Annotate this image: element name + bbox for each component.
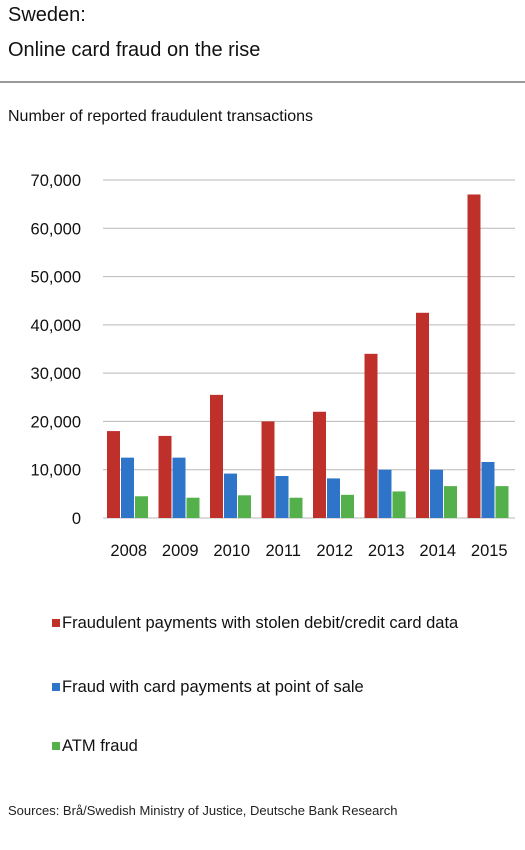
bar-fraudulent-2010	[210, 394, 223, 518]
y-tick-label: 50,000	[31, 269, 81, 287]
x-tick-label: 2008	[110, 542, 147, 560]
y-tick-label: 70,000	[31, 172, 81, 190]
bar-atm-2013	[392, 491, 406, 518]
chart-title-line-2: Online card fraud on the rise	[8, 39, 261, 61]
legend-swatch-blue	[52, 683, 60, 691]
bar-fraud-2010	[224, 473, 237, 518]
legend-item-stolen-card-data: Fraudulent payments with stolen debit/cr…	[52, 612, 512, 635]
x-tick-label: 2011	[266, 542, 301, 560]
bar-fraud-2012	[327, 478, 340, 518]
legend-item-atm-fraud: ATM fraud	[52, 735, 512, 758]
chart-subtitle: Number of reported fraudulent transactio…	[8, 108, 314, 125]
x-tick-label: 2013	[368, 542, 405, 560]
x-tick-label: 2015	[471, 542, 508, 560]
y-tick-label: 10,000	[31, 462, 81, 480]
bar-atm-2014	[444, 486, 457, 518]
bar-fraud-2013	[378, 469, 392, 518]
legend-swatch-green	[52, 742, 60, 750]
bar-atm-2012	[341, 494, 354, 518]
bar-fraud-2008	[121, 457, 134, 518]
legend-item-point-of-sale: Fraud with card payments at point of sal…	[52, 676, 512, 699]
x-tick-label: 2014	[419, 542, 456, 560]
bar-atm-2010	[238, 495, 251, 518]
bar-fraudulent-2009	[158, 435, 172, 518]
bar-fraudulent-2012	[313, 411, 326, 518]
bar-atm-2009	[186, 497, 200, 518]
y-tick-label: 20,000	[31, 413, 81, 431]
source-note: Sources: Brå/Swedish Ministry of Justice…	[8, 803, 398, 818]
bar-fraud-2009	[172, 457, 186, 518]
bar-atm-2011	[289, 497, 303, 518]
bar-atm-2015	[495, 486, 509, 518]
bar-chart: 0 10,000 20,000 30,000 40,000 50,000 60,000 70,…	[31, 172, 515, 560]
y-tick-label: 40,000	[31, 317, 81, 335]
bar-fraud-2011	[275, 475, 289, 518]
y-tick-label: 30,000	[31, 365, 81, 383]
bar-fraudulent-2015	[467, 194, 481, 518]
chart-title-line-1: Sweden:	[8, 4, 86, 26]
bar-fraudulent-2014	[416, 312, 429, 518]
bar-fraudulent-2011	[261, 421, 275, 518]
bar-fraudulent-2008	[107, 431, 120, 518]
legend-label: Fraudulent payments with stolen debit/cr…	[62, 614, 459, 632]
bar-fraud-2014	[430, 469, 443, 518]
y-tick-label: 0	[72, 510, 81, 528]
bar-atm-2008	[135, 496, 148, 518]
x-tick-label: 2012	[316, 542, 353, 560]
x-tick-label: 2009	[162, 542, 199, 560]
legend-label: Fraud with card payments at point of sal…	[62, 678, 364, 696]
y-tick-label: 60,000	[31, 220, 81, 238]
legend-swatch-red	[52, 619, 60, 627]
title-divider	[0, 81, 525, 83]
legend-label: ATM fraud	[62, 737, 138, 755]
x-tick-label: 2010	[213, 542, 250, 560]
bar-fraud-2015	[481, 461, 495, 518]
bar-fraudulent-2013	[364, 353, 378, 518]
